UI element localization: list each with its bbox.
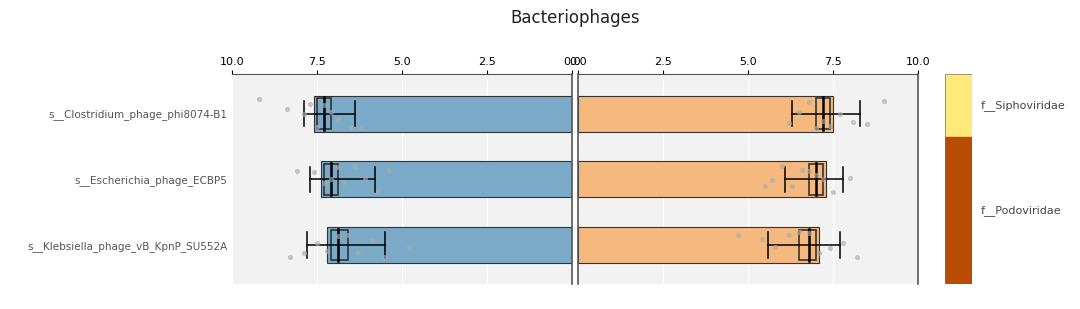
Point (301, 102, 319, 107)
Point (336, 180, 353, 185)
Point (322, 109, 339, 114)
Bar (578, 95, 833, 132)
Point (821, 246, 838, 251)
Point (342, 124, 360, 129)
Point (309, 125, 326, 129)
Point (315, 180, 333, 185)
Point (251, 97, 268, 102)
Point (278, 106, 295, 111)
Bar (809, 164, 823, 195)
Bar (330, 230, 348, 260)
Point (353, 125, 370, 130)
Point (729, 232, 746, 237)
Point (814, 176, 832, 181)
Point (832, 112, 849, 117)
Point (401, 245, 418, 250)
Point (824, 190, 841, 195)
Point (808, 173, 825, 178)
Point (346, 163, 363, 168)
Point (315, 102, 333, 107)
Bar (318, 98, 330, 129)
Point (363, 238, 380, 243)
Point (329, 233, 347, 238)
Point (791, 110, 808, 115)
Point (339, 233, 356, 238)
Point (306, 170, 323, 175)
Point (756, 184, 773, 188)
Point (322, 177, 339, 182)
Point (875, 99, 892, 104)
Bar (321, 161, 572, 197)
Point (282, 254, 299, 259)
Point (356, 176, 374, 181)
Point (783, 184, 800, 189)
Point (848, 255, 865, 260)
Bar (945, 74, 972, 137)
Point (808, 125, 825, 130)
Point (800, 99, 818, 104)
Point (800, 168, 818, 173)
Point (319, 248, 336, 253)
Bar (314, 95, 572, 132)
Point (753, 236, 770, 241)
Point (841, 176, 859, 180)
Text: f__Podoviridae: f__Podoviridae (981, 205, 1062, 216)
Point (791, 230, 808, 235)
Point (329, 164, 347, 169)
Point (295, 112, 312, 116)
Point (329, 117, 347, 122)
Bar (945, 137, 972, 284)
Point (773, 163, 791, 168)
Point (764, 178, 781, 183)
Point (377, 254, 394, 259)
Point (780, 121, 797, 126)
Point (780, 233, 797, 238)
Bar (578, 161, 826, 197)
Point (380, 168, 397, 173)
Point (794, 167, 811, 172)
Point (288, 169, 306, 174)
Point (835, 241, 852, 246)
Bar (327, 227, 572, 263)
Point (350, 251, 367, 256)
Bar (799, 230, 816, 260)
Text: Bacteriophages: Bacteriophages (510, 9, 640, 27)
Point (369, 188, 387, 193)
Point (800, 231, 818, 235)
Point (845, 119, 862, 124)
Point (767, 244, 784, 249)
Text: f__Siphoviridae: f__Siphoviridae (981, 100, 1065, 111)
Bar (324, 164, 338, 195)
Point (309, 241, 326, 246)
Point (821, 123, 838, 128)
Point (814, 119, 832, 124)
Point (295, 251, 312, 256)
Point (859, 121, 876, 126)
Bar (816, 98, 829, 129)
Point (811, 251, 828, 256)
Bar (578, 227, 820, 263)
